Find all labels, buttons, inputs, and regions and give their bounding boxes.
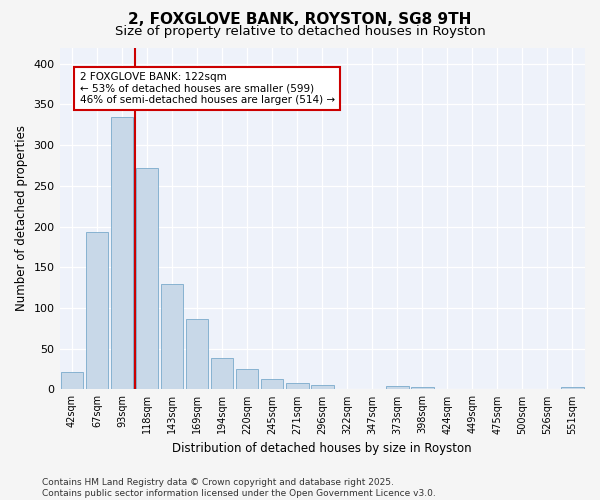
Bar [211,358,233,390]
Bar [386,386,409,390]
Bar [561,387,584,390]
Bar [161,284,184,390]
Y-axis label: Number of detached properties: Number of detached properties [15,126,28,312]
Bar [61,372,83,390]
X-axis label: Distribution of detached houses by size in Royston: Distribution of detached houses by size … [172,442,472,455]
Bar [311,386,334,390]
Text: Contains HM Land Registry data © Crown copyright and database right 2025.
Contai: Contains HM Land Registry data © Crown c… [42,478,436,498]
Bar [111,116,133,390]
Bar [86,232,109,390]
Bar [411,387,434,390]
Bar [136,168,158,390]
Bar [261,379,283,390]
Text: 2 FOXGLOVE BANK: 122sqm
← 53% of detached houses are smaller (599)
46% of semi-d: 2 FOXGLOVE BANK: 122sqm ← 53% of detache… [80,72,335,105]
Text: Size of property relative to detached houses in Royston: Size of property relative to detached ho… [115,25,485,38]
Bar [286,383,308,390]
Text: 2, FOXGLOVE BANK, ROYSTON, SG8 9TH: 2, FOXGLOVE BANK, ROYSTON, SG8 9TH [128,12,472,28]
Bar [236,369,259,390]
Bar [186,318,208,390]
